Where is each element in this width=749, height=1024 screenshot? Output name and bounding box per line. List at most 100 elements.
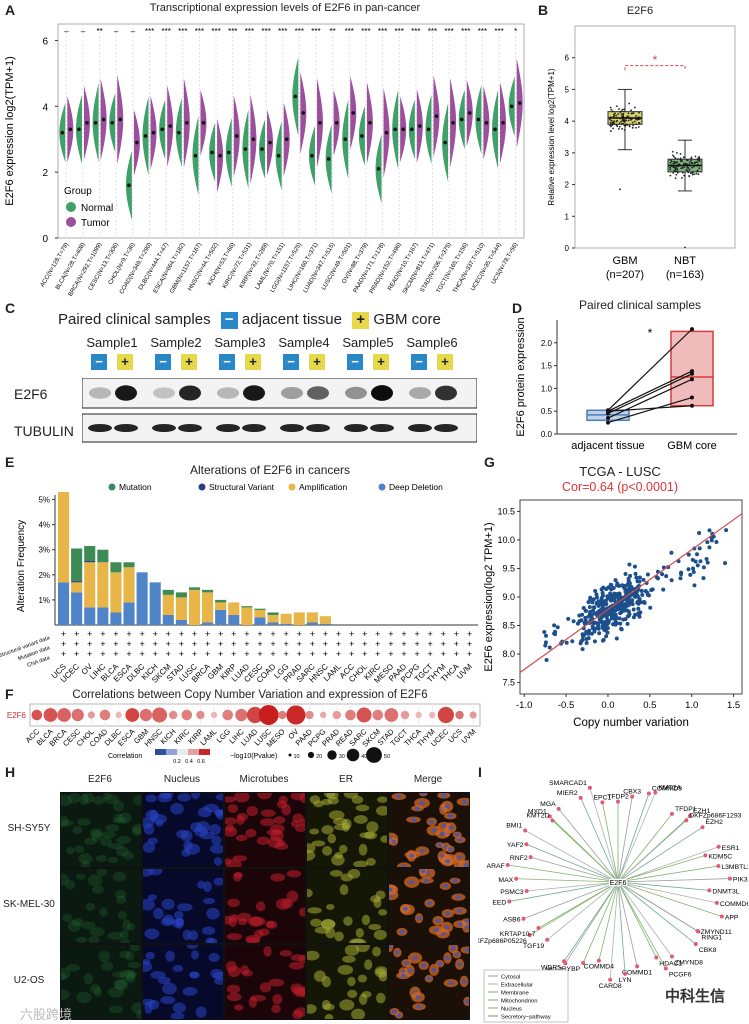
network-edge — [582, 881, 619, 964]
cell-blob — [389, 884, 399, 896]
cell-nucleus — [444, 925, 450, 930]
correlation-bubble — [181, 709, 193, 721]
data-availability-mark: + — [244, 639, 249, 649]
paired-point — [606, 420, 610, 425]
network-node — [714, 900, 719, 905]
network-center-label: E2F6 — [610, 880, 627, 887]
blot-lane-markers: − + — [338, 354, 398, 370]
cell-nucleus — [452, 878, 458, 883]
y-tick-label: 2 — [42, 168, 48, 179]
data-availability-mark: + — [323, 639, 328, 649]
cell-blob — [332, 817, 348, 825]
scatter-point — [581, 606, 586, 611]
correlation-bubble — [222, 709, 234, 721]
alteration-bar-segment — [215, 599, 227, 603]
cell-blob — [286, 869, 302, 878]
network-node-label: DKFZp686P05226 — [478, 938, 527, 945]
cell-blob — [143, 998, 155, 1006]
network-edge — [617, 813, 673, 883]
alteration-bar-segment — [267, 612, 279, 615]
scatter-point — [584, 637, 589, 642]
scatter-point — [701, 565, 706, 570]
cell-blob — [131, 1002, 141, 1014]
data-availability-mark: + — [139, 649, 144, 659]
jitter-point — [613, 122, 616, 125]
cell-nucleus — [448, 825, 454, 830]
cell-blob — [89, 927, 105, 937]
cell-blob — [182, 929, 192, 941]
scatter-point — [693, 559, 698, 564]
cell-blob — [143, 841, 156, 853]
network-edge — [617, 796, 633, 883]
scatter-point — [588, 597, 593, 602]
correlation-bubble — [345, 709, 356, 721]
scatter-point — [616, 583, 621, 588]
cell-blob — [88, 935, 100, 943]
median-tumor — [484, 120, 489, 125]
cell-blob — [378, 909, 387, 916]
cell-blob — [186, 945, 198, 950]
alteration-bar-segment — [71, 592, 83, 625]
legend-label: Amplification — [299, 482, 347, 492]
alteration-bar-segment — [241, 606, 253, 608]
jitter-point — [633, 120, 636, 123]
correlation-bubble — [384, 708, 399, 722]
cell-nucleus — [399, 929, 405, 934]
network-edge — [617, 820, 687, 883]
network-node — [630, 794, 635, 799]
data-availability-mark: + — [441, 629, 446, 639]
lane-marker-neg: − — [411, 354, 427, 370]
legend-label-normal: Normal — [81, 203, 113, 214]
significance-label: *** — [228, 27, 237, 36]
cell-blob — [131, 823, 141, 834]
network-node — [700, 825, 705, 830]
network-node-label: WDR5 — [541, 964, 561, 971]
outlier-point — [684, 246, 686, 249]
scatter-point — [596, 623, 601, 628]
cell-blob — [172, 1002, 186, 1014]
category-label: THCA(N=337,T=510) — [452, 242, 486, 294]
network-node-label: CBX3 — [623, 789, 641, 796]
network-node-label: BMI1 — [506, 822, 522, 829]
blot-band-e2f6 — [89, 387, 111, 399]
data-availability-mark: + — [126, 639, 131, 649]
blot-band-tubulin — [344, 424, 368, 432]
cell-blob — [236, 815, 245, 826]
neg-marker: − — [220, 312, 238, 329]
scatter-point — [632, 564, 637, 569]
blot-lane-markers: − + — [402, 354, 462, 370]
median-normal — [143, 134, 148, 138]
paired-point — [690, 371, 694, 376]
network-node-label: KRTAP10-7 — [500, 931, 536, 938]
correlation-bubble — [87, 711, 95, 719]
scatter-point — [597, 631, 602, 636]
cell-blob — [150, 970, 166, 979]
category-label: PRAD(N=152,T=496) — [369, 242, 403, 295]
cell-blob — [203, 881, 212, 893]
network-legend-label: Secretory−pathway — [501, 1015, 551, 1021]
network-edge — [617, 881, 717, 904]
panel-f-title: Correlations between Copy Number Variati… — [72, 689, 428, 701]
panel-c-legend-prefix: Paired clinical samples — [58, 311, 211, 328]
scatter-point — [627, 562, 632, 567]
scatter-point — [593, 588, 598, 593]
median-tumor — [135, 140, 139, 145]
scatter-point — [606, 611, 611, 616]
legend-label: Mutation — [119, 482, 152, 492]
median-tumor — [467, 111, 472, 115]
jitter-point — [622, 122, 625, 125]
scatter-point — [600, 614, 605, 619]
box-body — [670, 330, 714, 407]
cell-blob — [366, 821, 379, 833]
cell-blob — [76, 991, 92, 1004]
significance-label: *** — [494, 27, 503, 36]
legend-swatch — [198, 483, 206, 491]
cell-nucleus — [445, 859, 451, 864]
jitter-point — [675, 161, 677, 163]
legend-label: Deep Deletion — [389, 482, 443, 492]
alteration-bar-segment — [202, 589, 214, 593]
cell-blob — [213, 877, 223, 886]
cell-blob — [71, 918, 84, 927]
network-edge — [617, 881, 673, 957]
cell-blob — [339, 884, 349, 896]
